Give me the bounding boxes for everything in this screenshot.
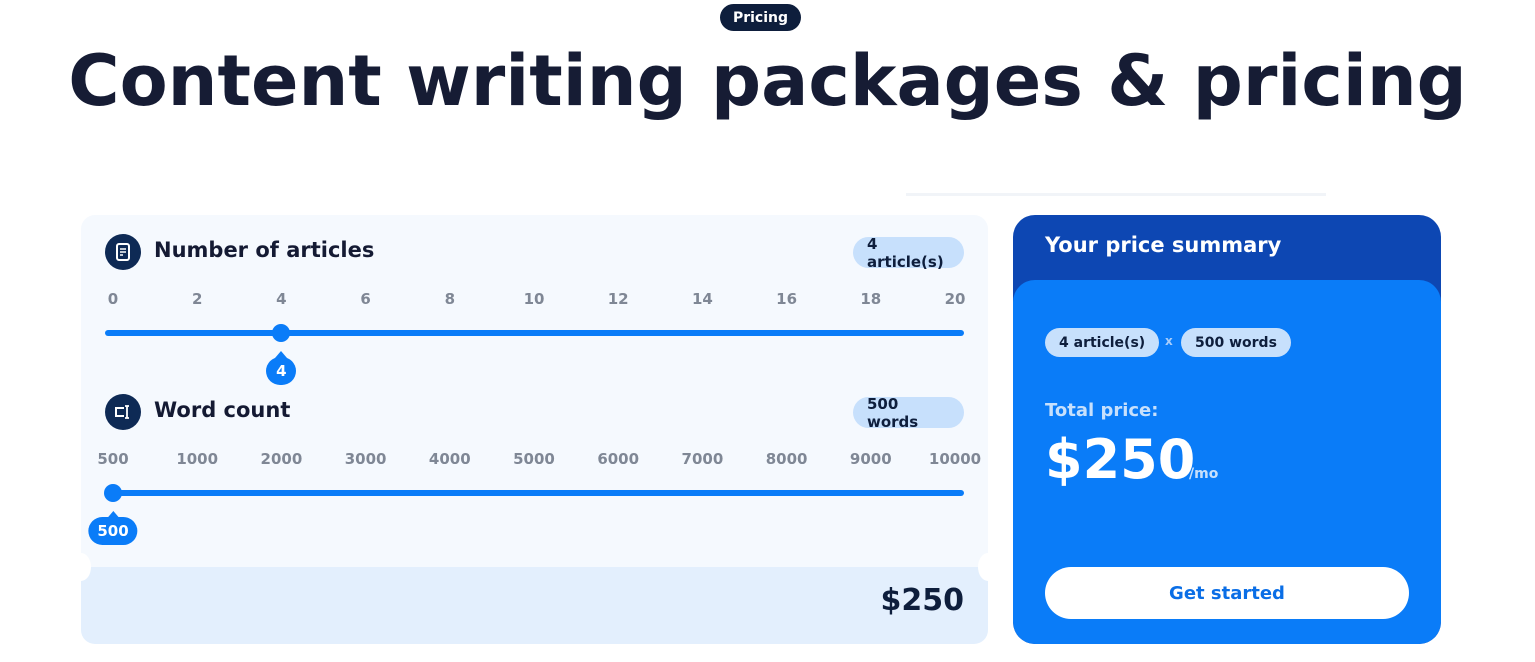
document-icon (105, 234, 141, 270)
tick-label: 14 (691, 290, 713, 308)
times-sign: x (1165, 334, 1173, 348)
tick-label: 10000 (928, 450, 982, 468)
page-title: Content writing packages & pricing (68, 40, 1467, 122)
tick-label: 500 (97, 450, 129, 468)
tick-label: 5000 (513, 450, 555, 468)
tick-label: 20 (944, 290, 966, 308)
text-cursor-icon (105, 394, 141, 430)
tick-label: 2000 (260, 450, 303, 468)
summary-articles-pill: 4 article(s) (1045, 328, 1160, 357)
notch (978, 553, 988, 581)
articles-slider-thumb[interactable] (272, 324, 291, 342)
subtotal-bar: $250 (81, 567, 988, 644)
total-price: $250 (1045, 428, 1196, 491)
tick-label: 0 (107, 290, 119, 308)
word-count-value-bubble: 500 (88, 511, 138, 545)
word-count-slider-thumb[interactable] (104, 484, 122, 502)
tick-label: 12 (607, 290, 629, 308)
tick-label: 8 (444, 290, 456, 308)
tick-label: 1000 (176, 450, 219, 468)
tick-label: 10 (523, 290, 545, 308)
divider (906, 193, 1326, 196)
tick-label: 9000 (849, 450, 892, 468)
articles-pill: 4 article(s) (853, 235, 964, 271)
summary-words-pill: 500 words (1181, 328, 1291, 357)
articles-slider[interactable] (105, 330, 964, 336)
pricing-badge: Pricing (720, 4, 801, 31)
word-count-slider[interactable] (105, 490, 964, 496)
articles-value-bubble: 4 (266, 351, 297, 385)
calculator-card: Number of articles 4 article(s) 0 2 4 6 8 10 1… (81, 215, 988, 644)
price-summary-card: Your price summary 4 article(s) x 500 wo… (1013, 215, 1441, 644)
tick-label: 18 (860, 290, 882, 308)
get-started-button[interactable]: Get started (1045, 567, 1409, 619)
words-pill: 500 words (853, 395, 964, 431)
notch (81, 553, 91, 581)
articles-title: Number of articles (154, 238, 375, 262)
tick-label: 16 (776, 290, 798, 308)
total-price-label: Total price: (1045, 400, 1159, 421)
tick-label: 2 (191, 290, 203, 308)
tick-label: 7000 (681, 450, 724, 468)
tick-label: 6000 (597, 450, 640, 468)
tick-label: 4000 (428, 450, 471, 468)
tick-label: 3000 (344, 450, 387, 468)
tick-label: 4 (276, 290, 287, 308)
summary-body: 4 article(s) x 500 words Total price: $2… (1013, 280, 1441, 644)
word-count-title: Word count (154, 398, 291, 422)
per-month: /mo (1189, 466, 1219, 482)
summary-title: Your price summary (1045, 233, 1282, 257)
subtotal-price: $250 (880, 583, 965, 618)
tick-label: 8000 (765, 450, 808, 468)
tick-label: 6 (360, 290, 371, 308)
